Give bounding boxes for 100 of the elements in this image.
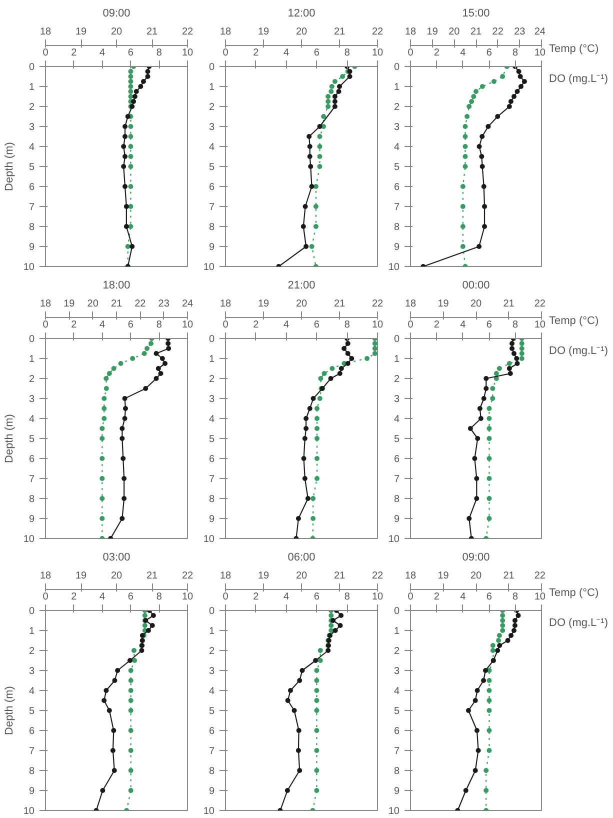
x-tick-label: 8 [156,48,162,58]
y-tick-label: 7 [394,202,400,213]
x2-tick-label: 21 [146,26,158,38]
x-tick-label: 0 [408,320,414,330]
y-tick-label: 10 [388,534,400,545]
y-tick-label: 7 [28,474,35,485]
y-tick-label: 7 [394,746,400,757]
y-tick-label: 8 [208,766,215,777]
y-tick-label: 6 [394,182,400,193]
x-tick-label: 4 [460,592,466,602]
x2-tick-label: 18 [40,298,52,310]
x-tick-label: 6 [486,48,492,58]
x2-tick-label: 22 [534,570,546,582]
x-tick-label: 2 [434,592,440,602]
x2-tick-label: 20 [110,570,122,582]
y-tick-label: 3 [208,394,215,405]
y-tick-label: 5 [394,434,400,445]
x2-tick-label: 21 [146,570,158,582]
x2-tick-label: 21 [110,298,122,310]
x-tick-label: 2 [253,592,260,602]
y-tick-label: 1 [394,626,400,637]
x-tick-label: 0 [408,48,414,58]
x2-tick-label: 20 [296,298,308,310]
y-tick-label: 9 [394,242,400,253]
x-tick-label: 0 [42,48,49,58]
y-tick-label: 9 [208,514,215,525]
x2-tick-label: 22 [492,26,504,38]
y-tick-label: 4 [28,414,35,425]
x-tick-label: 4 [100,320,106,330]
y-tick-label: 5 [28,434,35,445]
x-tick-label: 6 [314,320,320,330]
chart-title: 09:00 [102,8,130,20]
y-tick-label: 1 [28,82,35,93]
x-tick-label: 4 [460,320,466,330]
chart-title: 06:00 [288,552,316,564]
x2-tick-label: 19 [258,26,270,38]
y-tick-label: 6 [28,182,35,193]
chart-title: 12:00 [288,8,316,20]
y-tick-label: 0 [394,606,400,617]
x-tick-label: 6 [486,592,492,602]
x-tick-label: 4 [100,48,106,58]
x-tick-label: 2 [71,592,78,602]
y-tick-label: 5 [208,162,215,173]
x-tick-label: 10 [182,320,194,330]
y-tick-label: 1 [28,626,35,637]
y-tick-label: 9 [208,242,215,253]
y-tick-label: 8 [394,766,400,777]
y-tick-label: 3 [208,122,215,133]
y-tick-label: 10 [203,262,215,273]
x-tick-label: 0 [42,592,49,602]
x2-tick-label: 18 [220,570,232,582]
y-tick-label: 9 [394,786,400,797]
y-tick-label: 6 [208,454,215,465]
y-tick-label: 6 [28,726,35,737]
x-tick-label: 8 [156,320,162,330]
x2-tick-label: 19 [438,298,450,310]
x-tick-label: 10 [182,592,194,602]
y-tick-label: 10 [23,534,35,545]
y-tick-label: 0 [208,606,215,617]
x2-tick-label: 18 [40,26,52,38]
y-axis-title: Depth (m) [3,142,16,191]
x2-tick-label: 18 [220,298,232,310]
y-tick-label: 8 [28,222,35,233]
y-tick-label: 3 [28,122,35,133]
x-tick-label: 2 [71,48,78,58]
x-tick-label: 6 [314,48,320,58]
y-tick-label: 3 [28,666,35,677]
x2-tick-label: 19 [258,570,270,582]
x-tick-label: 4 [284,48,290,58]
y-tick-label: 1 [394,354,400,365]
y-tick-label: 0 [394,334,400,345]
x-axis-title: DO (mg.L⁻¹) [549,616,608,631]
y-tick-label: 4 [28,686,35,697]
y-tick-label: 4 [394,686,400,697]
x2-tick-label: 21 [503,298,515,310]
y-tick-label: 4 [208,142,215,153]
y-tick-label: 1 [208,354,215,365]
x2-tick-label: 21 [503,570,515,582]
y-tick-label: 5 [208,434,215,445]
chart-title: 09:00 [462,552,490,564]
y-tick-label: 6 [394,726,400,737]
x2-tick-label: 23 [514,26,526,38]
x2-tick-label: 20 [470,570,482,582]
x-tick-label: 6 [128,320,134,330]
x-tick-label: 2 [434,48,440,58]
x2-tick-label: 18 [40,570,52,582]
y-tick-label: 3 [28,394,35,405]
y-tick-label: 3 [394,666,400,677]
y-tick-label: 8 [394,494,400,505]
x-tick-label: 2 [71,320,78,330]
x2-tick-label: 22 [182,26,194,38]
y-tick-label: 2 [208,646,215,657]
y-tick-label: 2 [208,102,215,113]
y-tick-label: 2 [208,374,215,385]
y-tick-label: 0 [28,334,35,345]
y-tick-label: 6 [394,454,400,465]
x2-tick-label: 23 [158,298,170,310]
y-tick-label: 0 [394,62,400,73]
x2-tick-label: 20 [110,26,122,38]
y-tick-label: 7 [28,746,35,757]
